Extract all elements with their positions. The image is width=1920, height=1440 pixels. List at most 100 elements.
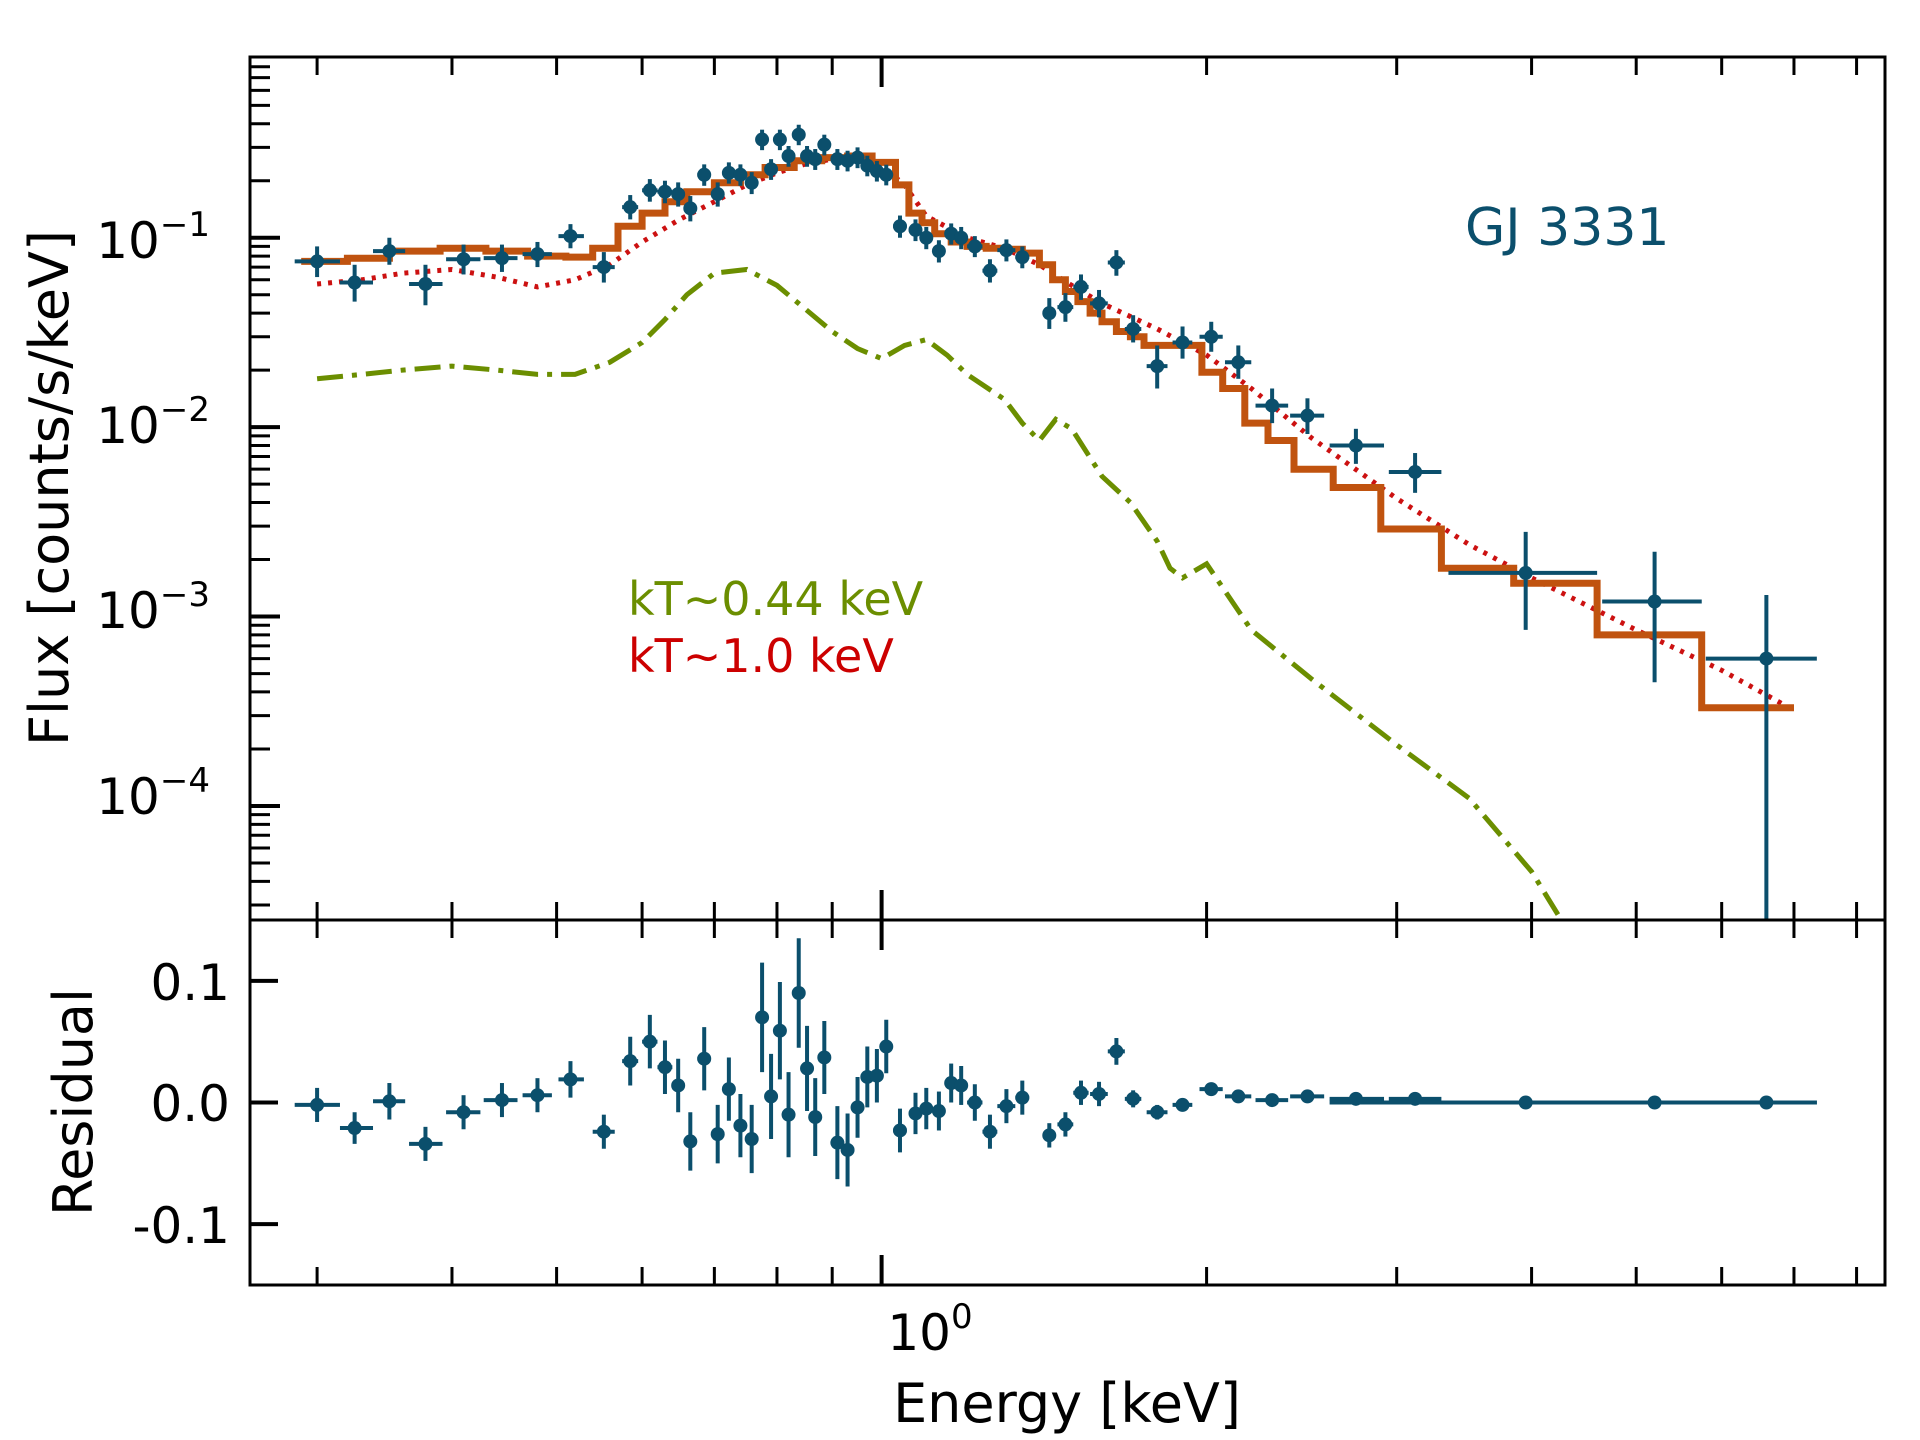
flux-marker <box>657 184 672 199</box>
residual-marker <box>982 1124 997 1139</box>
flux-marker <box>1759 651 1774 666</box>
flux-marker <box>1518 565 1533 580</box>
residual-marker <box>830 1135 845 1150</box>
hot-component-label: kT~1.0 keV <box>628 629 894 683</box>
residual-marker <box>563 1072 578 1087</box>
residual-marker <box>1300 1089 1315 1104</box>
flux-data-point <box>483 244 518 272</box>
flux-data-point <box>1090 289 1108 318</box>
residual-data-point <box>409 1126 443 1161</box>
residual-data-point <box>339 1112 374 1144</box>
flux-data-point <box>908 219 923 242</box>
residual-marker <box>310 1097 325 1112</box>
top-ytick-label: 10−3 <box>96 575 210 640</box>
flux-data-point <box>558 224 584 249</box>
flux-data-point <box>1255 388 1289 424</box>
flux-marker <box>1204 329 1219 344</box>
flux-data-point <box>1705 594 1817 920</box>
residual-marker <box>772 1023 787 1038</box>
flux-marker <box>808 152 823 167</box>
residual-marker <box>456 1105 471 1120</box>
x-axis-label: Energy [keV] <box>893 1372 1241 1435</box>
flux-marker <box>1150 359 1165 374</box>
flux-marker <box>530 247 545 262</box>
residual-data-point <box>721 1057 736 1121</box>
flux-data-point <box>764 159 779 180</box>
flux-marker <box>744 175 759 190</box>
residual-data-point <box>1015 1080 1030 1115</box>
flux-marker <box>1092 296 1107 311</box>
flux-marker <box>671 187 686 202</box>
cool-component-curve <box>316 266 1565 920</box>
residual-marker <box>764 1089 779 1104</box>
flux-data-point <box>446 244 481 275</box>
flux-data-point <box>744 172 759 195</box>
flux-marker <box>764 162 779 177</box>
residual-marker <box>1015 1090 1030 1105</box>
flux-marker <box>697 167 712 182</box>
flux-marker <box>563 229 578 244</box>
flux-marker <box>772 132 787 147</box>
axis-ticks <box>250 55 1859 1285</box>
flux-marker <box>642 183 657 198</box>
residual-data-point <box>919 1087 934 1130</box>
residual-marker <box>840 1142 855 1157</box>
residual-data-point <box>892 1108 907 1153</box>
flux-data-point <box>733 164 748 186</box>
residual-marker <box>1042 1128 1057 1143</box>
flux-data-point <box>850 147 865 169</box>
residual-marker <box>781 1107 796 1122</box>
flux-marker <box>1300 408 1315 423</box>
top-panel-frame <box>248 55 1887 922</box>
flux-data-point <box>697 164 712 186</box>
flux-marker <box>1175 335 1190 350</box>
flux-data-point <box>967 236 983 258</box>
flux-marker <box>1015 250 1030 265</box>
flux-marker <box>1348 438 1363 453</box>
flux-marker <box>310 254 325 269</box>
flux-marker <box>596 260 611 275</box>
residual-marker <box>710 1127 725 1142</box>
flux-marker <box>999 243 1014 258</box>
residual-marker <box>721 1082 736 1097</box>
residual-marker <box>530 1088 545 1103</box>
flux-data-point <box>721 162 736 184</box>
residual-data-point <box>772 982 787 1080</box>
residual-marker <box>800 1061 815 1076</box>
residual-data-point <box>483 1083 518 1118</box>
residual-data-point <box>683 1112 698 1171</box>
flux-marker <box>1126 321 1141 336</box>
flux-data-point <box>755 129 770 151</box>
flux-data-point <box>879 164 894 186</box>
residual-data-point <box>879 1019 894 1074</box>
residual-marker <box>596 1124 611 1139</box>
top-ytick-label: 10−2 <box>96 390 210 455</box>
residual-marker <box>755 1010 770 1025</box>
flux-data-point <box>710 182 725 207</box>
flux-marker <box>919 230 934 245</box>
flux-marker <box>781 149 796 164</box>
bottom-ytick-label: 0.0 <box>150 1075 230 1133</box>
residual-data-point <box>373 1083 406 1120</box>
flux-data-point <box>671 182 686 207</box>
residual-data-point <box>791 938 806 1048</box>
residual-marker <box>657 1060 672 1075</box>
residual-data-point <box>744 1104 759 1174</box>
flux-marker <box>456 252 471 267</box>
residual-data-point <box>997 1089 1016 1124</box>
residual-marker <box>879 1039 894 1054</box>
flux-data-point <box>373 237 406 265</box>
residual-marker <box>494 1093 509 1108</box>
residual-marker <box>418 1136 433 1151</box>
flux-data-point <box>982 259 998 283</box>
residual-data-point <box>697 1027 712 1091</box>
residual-data-point <box>830 1106 845 1180</box>
residual-marker <box>1092 1086 1107 1101</box>
residual-data-point <box>1199 1082 1223 1097</box>
flux-marker <box>347 275 362 290</box>
residual-data-point <box>1073 1080 1089 1105</box>
residual-data-point <box>710 1104 725 1164</box>
residual-data-point <box>850 1076 865 1138</box>
residual-marker <box>908 1106 923 1121</box>
